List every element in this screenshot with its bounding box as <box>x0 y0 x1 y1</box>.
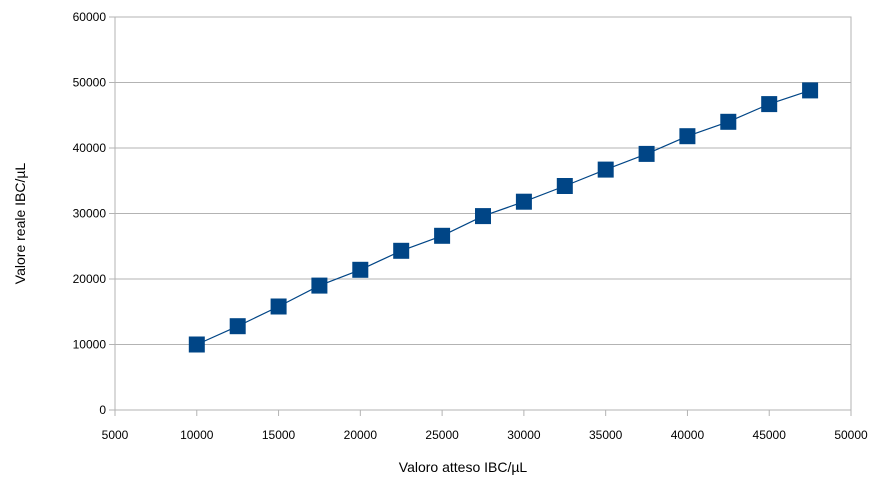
x-tick-label: 30000 <box>507 428 541 442</box>
y-tick-label: 0 <box>99 403 106 417</box>
data-point-marker <box>761 96 778 113</box>
data-point-marker <box>393 242 410 259</box>
series-layer <box>188 82 819 353</box>
y-tick-label: 20000 <box>73 272 107 286</box>
data-point-marker <box>475 208 491 225</box>
x-axis-ticks: 5000 10000 15000 20000 25000 30000 35000 40000 4… <box>102 410 868 442</box>
x-tick-label: 45000 <box>753 428 787 442</box>
x-tick-label: 20000 <box>344 428 378 442</box>
data-point-marker <box>188 336 205 353</box>
x-tick-label: 15000 <box>262 428 296 442</box>
data-point-marker <box>352 261 369 278</box>
y-tick-label: 50000 <box>73 76 107 90</box>
x-tick-label: 35000 <box>589 428 623 442</box>
x-tick-label: 5000 <box>102 428 129 442</box>
y-tick-label: 10000 <box>73 338 107 352</box>
data-point-marker <box>229 318 246 335</box>
data-point-marker <box>720 113 737 130</box>
y-tick-label: 40000 <box>73 141 107 155</box>
series-line <box>196 89 811 346</box>
data-point-marker <box>597 161 614 178</box>
x-tick-label: 25000 <box>425 428 459 442</box>
data-point-marker <box>679 128 696 145</box>
x-tick-label: 10000 <box>180 428 214 442</box>
data-point-marker <box>556 178 573 194</box>
x-axis-title: Valoro atteso IBC/µL <box>399 459 528 475</box>
y-axis-title: Valore reale IBC/µL <box>12 163 28 285</box>
data-point-marker <box>311 277 328 294</box>
y-axis-ticks: 0 10000 20000 30000 40000 50000 60000 <box>73 10 115 417</box>
data-point-marker <box>270 298 287 315</box>
x-tick-label: 50000 <box>834 428 868 442</box>
data-point-marker <box>638 145 655 162</box>
x-tick-label: 40000 <box>671 428 705 442</box>
data-point-marker <box>802 82 819 99</box>
y-tick-label: 30000 <box>73 207 107 221</box>
data-point-marker <box>434 227 451 244</box>
y-tick-label: 60000 <box>73 10 107 24</box>
data-point-marker <box>515 193 532 210</box>
